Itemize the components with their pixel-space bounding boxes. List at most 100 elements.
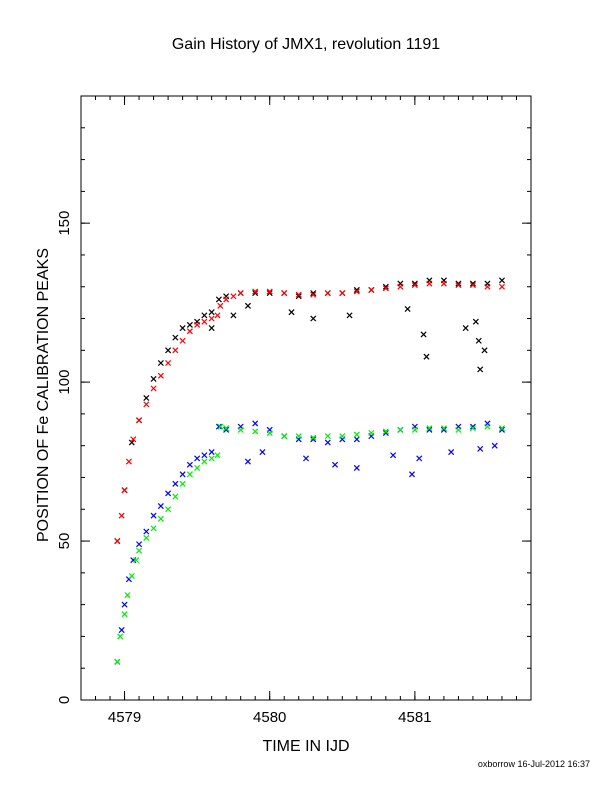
- y-tick-label: 50: [56, 533, 73, 550]
- data-point: [136, 541, 143, 548]
- data-point: [118, 512, 125, 519]
- data-point: [310, 434, 317, 441]
- data-point: [484, 283, 491, 290]
- data-point: [237, 290, 244, 297]
- plot-frame: [80, 95, 532, 701]
- data-point: [150, 525, 157, 532]
- data-point: [186, 321, 193, 328]
- y-tick-label: 150: [56, 211, 73, 236]
- data-point: [186, 471, 193, 478]
- data-point: [179, 325, 186, 332]
- data-point: [426, 425, 433, 432]
- data-point: [157, 515, 164, 522]
- data-point: [426, 426, 433, 433]
- footer-timestamp: oxborrow 16-Jul-2012 16:37: [477, 759, 590, 769]
- data-point: [136, 547, 143, 554]
- data-point: [310, 291, 317, 298]
- y-tick-label: 0: [56, 696, 73, 704]
- data-point: [186, 461, 193, 468]
- data-point: [252, 288, 259, 295]
- data-point: [194, 455, 201, 462]
- data-point: [208, 325, 215, 332]
- data-point: [353, 436, 360, 443]
- data-point: [472, 318, 479, 325]
- data-point: [491, 442, 498, 449]
- data-point: [455, 280, 462, 287]
- data-point: [332, 461, 339, 468]
- data-point: [179, 337, 186, 344]
- data-point: [353, 286, 360, 293]
- data-point: [114, 658, 121, 665]
- data-point: [310, 436, 317, 443]
- data-point: [214, 452, 221, 459]
- data-point: [448, 449, 455, 456]
- data-point: [121, 611, 128, 618]
- data-point: [252, 420, 259, 427]
- data-point: [295, 433, 302, 440]
- data-point: [201, 452, 208, 459]
- data-point: [252, 290, 259, 297]
- data-point: [339, 290, 346, 297]
- data-point: [416, 455, 423, 462]
- data-point: [128, 572, 135, 580]
- data-point: [382, 285, 389, 292]
- data-point: [194, 321, 201, 328]
- data-point: [455, 426, 462, 433]
- data-point: [118, 627, 125, 634]
- data-point: [469, 425, 476, 432]
- data-point: [397, 426, 404, 433]
- data-point: [157, 503, 164, 510]
- data-point: [157, 360, 164, 367]
- data-point: [423, 353, 430, 360]
- data-point: [475, 337, 482, 344]
- data-point: [172, 480, 179, 487]
- data-point: [208, 309, 215, 316]
- data-point: [208, 315, 215, 322]
- data-point: [382, 428, 389, 435]
- chart-title: Gain History of JMX1, revolution 1191: [171, 36, 441, 53]
- data-point: [217, 302, 224, 309]
- data-point: [121, 487, 128, 494]
- data-point: [186, 328, 193, 335]
- data-point: [252, 428, 259, 435]
- data-point: [214, 312, 221, 319]
- data-point: [310, 315, 317, 322]
- data-point: [353, 288, 360, 295]
- data-point: [121, 601, 128, 608]
- data-point: [408, 471, 415, 478]
- data-point: [259, 449, 266, 456]
- data-point: [150, 385, 157, 392]
- data-point: [462, 325, 469, 332]
- data-point: [223, 296, 230, 303]
- data-point: [244, 458, 251, 465]
- data-point: [295, 293, 302, 300]
- data-point: [353, 431, 360, 438]
- data-point: [411, 282, 418, 289]
- data-point: [281, 433, 288, 440]
- data-point: [165, 360, 172, 367]
- data-point: [143, 401, 150, 408]
- data-point: [295, 291, 302, 298]
- data-point: [498, 277, 505, 284]
- data-point: [440, 425, 447, 432]
- data-point: [143, 534, 150, 541]
- data-point: [498, 283, 505, 290]
- data-point: [420, 331, 427, 338]
- data-point: [266, 288, 273, 295]
- data-point: [411, 280, 418, 287]
- series-2: [114, 420, 505, 665]
- data-point: [179, 471, 186, 478]
- data-point: [390, 452, 397, 459]
- data-point: [117, 633, 124, 640]
- data-point: [128, 439, 135, 446]
- data-point: [469, 280, 476, 287]
- data-point: [172, 334, 179, 341]
- x-tick-label: 4580: [253, 709, 286, 726]
- data-point: [150, 512, 157, 519]
- data-point: [310, 290, 317, 297]
- series-1: [114, 280, 505, 545]
- data-point: [382, 283, 389, 290]
- data-point: [469, 423, 476, 430]
- data-point: [339, 433, 346, 440]
